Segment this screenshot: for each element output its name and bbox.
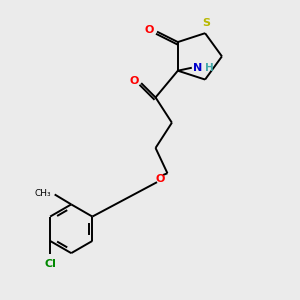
Text: Cl: Cl [44,259,56,269]
Text: CH₃: CH₃ [34,189,51,198]
Text: O: O [155,174,165,184]
Text: N: N [193,63,203,73]
Text: H: H [205,63,213,73]
Text: O: O [145,25,154,35]
Text: S: S [202,18,211,28]
Text: O: O [130,76,139,86]
